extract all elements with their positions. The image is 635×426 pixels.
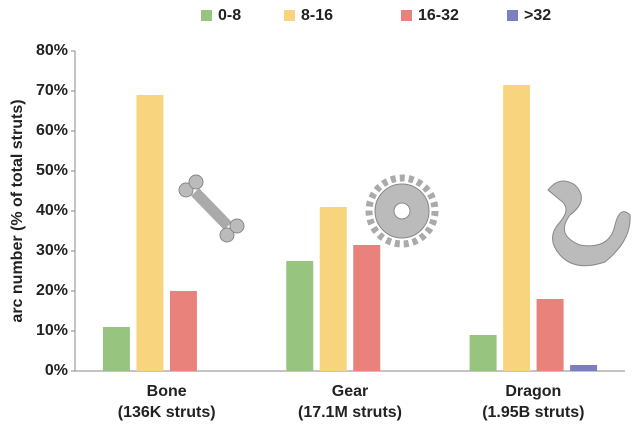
legend-swatch xyxy=(284,10,295,21)
legend-label: 16-32 xyxy=(418,7,459,24)
legend-label: 0-8 xyxy=(218,7,241,24)
y-tick-label: 10% xyxy=(36,322,68,339)
y-tick-label: 50% xyxy=(36,162,68,179)
legend-swatch xyxy=(201,10,212,21)
bar xyxy=(503,85,531,371)
bar xyxy=(286,261,314,371)
bar xyxy=(536,299,564,371)
y-tick-label: 60% xyxy=(36,122,68,139)
bar xyxy=(136,95,164,371)
legend-label: >32 xyxy=(524,7,551,24)
bone-icon xyxy=(178,174,245,243)
x-tick-label: (17.1M struts) xyxy=(298,404,402,421)
dragon-icon xyxy=(547,180,631,267)
y-axis-title: arc number (% of total struts) xyxy=(9,99,26,322)
x-tick-label: (136K struts) xyxy=(118,404,216,421)
y-tick-label: 40% xyxy=(36,202,68,219)
y-tick-label: 0% xyxy=(45,362,68,379)
icons xyxy=(178,174,631,267)
legend-label: 8-16 xyxy=(301,7,333,24)
legend-swatch xyxy=(401,10,412,21)
bar xyxy=(102,327,130,371)
y-tick-label: 80% xyxy=(36,42,68,59)
y-tick-label: 70% xyxy=(36,82,68,99)
legend-swatch xyxy=(507,10,518,21)
x-tick-label: (1.95B struts) xyxy=(482,404,584,421)
x-tick-label: Gear xyxy=(332,383,368,400)
bar xyxy=(319,207,347,371)
bar xyxy=(169,291,197,371)
x-tick-label: Bone xyxy=(147,383,187,400)
x-tick-label: Dragon xyxy=(505,383,561,400)
bar xyxy=(469,335,497,371)
y-tick-label: 30% xyxy=(36,242,68,259)
gear-icon xyxy=(365,174,439,248)
bar xyxy=(353,245,381,371)
y-tick-label: 20% xyxy=(36,282,68,299)
bar xyxy=(570,365,598,371)
